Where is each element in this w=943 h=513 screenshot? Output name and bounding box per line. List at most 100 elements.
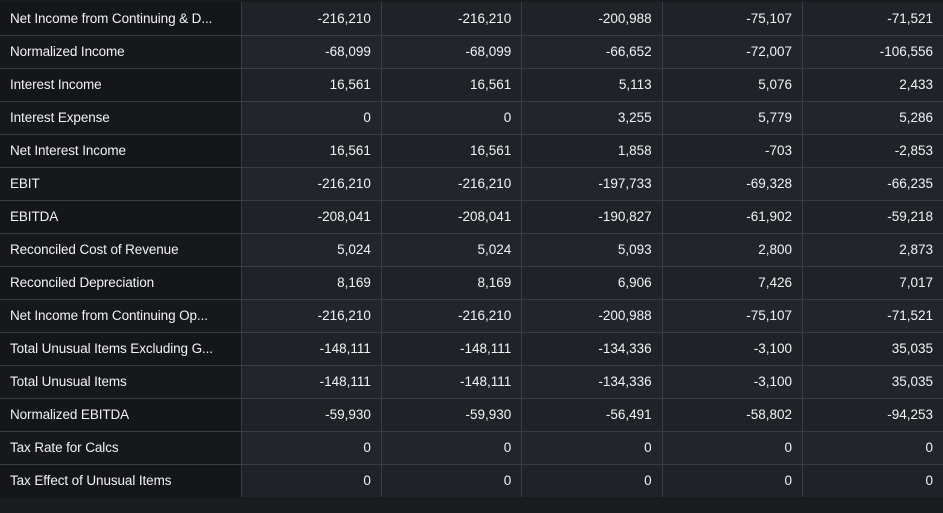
cell-value: -197,733 (521, 166, 663, 201)
table-row: EBIT -216,210 -216,210 -197,733 -69,328 … (0, 166, 943, 201)
cell-value: 6,906 (521, 265, 663, 300)
table-row: Tax Effect of Unusual Items 0 0 0 0 0 (0, 463, 943, 497)
table-row: Total Unusual Items Excluding G... -148,… (0, 331, 943, 366)
row-label: EBITDA (0, 199, 242, 234)
cell-value: 0 (380, 463, 523, 497)
cell-value: 16,561 (240, 67, 382, 102)
cell-value: -216,210 (240, 2, 382, 36)
cell-value: 5,024 (380, 232, 523, 267)
cell-value: -2,853 (802, 133, 943, 168)
cell-value: 7,017 (802, 265, 943, 300)
cell-value: -59,218 (802, 199, 943, 234)
financials-table: Net Income from Continuing & D... -216,2… (0, 2, 943, 497)
cell-value: -94,253 (802, 397, 943, 432)
cell-value: -134,336 (521, 331, 663, 366)
table-row: Reconciled Cost of Revenue 5,024 5,024 5… (0, 232, 943, 267)
cell-value: 35,035 (802, 364, 943, 399)
cell-value: 5,093 (521, 232, 663, 267)
cell-value: -200,988 (521, 2, 663, 36)
table-row: Total Unusual Items -148,111 -148,111 -1… (0, 364, 943, 399)
cell-value: -58,802 (661, 397, 804, 432)
cell-value: -72,007 (661, 34, 804, 69)
cell-value: -148,111 (380, 364, 523, 399)
cell-value: 8,169 (240, 265, 382, 300)
row-label: Net Interest Income (0, 133, 242, 168)
cell-value: -3,100 (661, 364, 804, 399)
cell-value: -148,111 (240, 331, 382, 366)
table-row: Tax Rate for Calcs 0 0 0 0 0 (0, 430, 943, 465)
cell-value: 2,800 (661, 232, 804, 267)
cell-value: 35,035 (802, 331, 943, 366)
cell-value: -3,100 (661, 331, 804, 366)
table-row: Normalized Income -68,099 -68,099 -66,65… (0, 34, 943, 69)
cell-value: -200,988 (521, 298, 663, 333)
cell-value: 16,561 (240, 133, 382, 168)
cell-value: -68,099 (240, 34, 382, 69)
cell-value: 1,858 (521, 133, 663, 168)
cell-value: 0 (661, 463, 804, 497)
cell-value: 0 (802, 463, 943, 497)
table-row: Net Income from Continuing Op... -216,21… (0, 298, 943, 333)
row-label: Net Income from Continuing Op... (0, 298, 242, 333)
table-row: Net Income from Continuing & D... -216,2… (0, 2, 943, 36)
cell-value: -703 (661, 133, 804, 168)
cell-value: -216,210 (240, 298, 382, 333)
table-row: Interest Income 16,561 16,561 5,113 5,07… (0, 67, 943, 102)
row-label: Normalized EBITDA (0, 397, 242, 432)
cell-value: -106,556 (802, 34, 943, 69)
cell-value: -208,041 (240, 199, 382, 234)
cell-value: -61,902 (661, 199, 804, 234)
cell-value: 0 (380, 100, 523, 135)
table-row: Interest Expense 0 0 3,255 5,779 5,286 (0, 100, 943, 135)
cell-value: 2,433 (802, 67, 943, 102)
row-label: Interest Income (0, 67, 242, 102)
cell-value: -148,111 (240, 364, 382, 399)
cell-value: -216,210 (240, 166, 382, 201)
cell-value: -68,099 (380, 34, 523, 69)
cell-value: -216,210 (380, 2, 523, 36)
table-row: EBITDA -208,041 -208,041 -190,827 -61,90… (0, 199, 943, 234)
cell-value: -216,210 (380, 298, 523, 333)
cell-value: 16,561 (380, 133, 523, 168)
cell-value: 2,873 (802, 232, 943, 267)
cell-value: -66,652 (521, 34, 663, 69)
cell-value: 0 (240, 430, 382, 465)
cell-value: -148,111 (380, 331, 523, 366)
cell-value: 0 (240, 100, 382, 135)
row-label: Total Unusual Items Excluding G... (0, 331, 242, 366)
row-label: Tax Rate for Calcs (0, 430, 242, 465)
cell-value: -216,210 (380, 166, 523, 201)
cell-value: -190,827 (521, 199, 663, 234)
row-label: EBIT (0, 166, 242, 201)
cell-value: 3,255 (521, 100, 663, 135)
cell-value: -75,107 (661, 298, 804, 333)
cell-value: 0 (661, 430, 804, 465)
cell-value: -59,930 (380, 397, 523, 432)
table-row: Reconciled Depreciation 8,169 8,169 6,90… (0, 265, 943, 300)
cell-value: -134,336 (521, 364, 663, 399)
cell-value: 5,024 (240, 232, 382, 267)
cell-value: 5,286 (802, 100, 943, 135)
table-row: Normalized EBITDA -59,930 -59,930 -56,49… (0, 397, 943, 432)
row-label: Reconciled Depreciation (0, 265, 242, 300)
cell-value: 0 (521, 430, 663, 465)
row-label: Net Income from Continuing & D... (0, 2, 242, 36)
cell-value: 0 (802, 430, 943, 465)
cell-value: 8,169 (380, 265, 523, 300)
cell-value: -71,521 (802, 298, 943, 333)
row-label: Reconciled Cost of Revenue (0, 232, 242, 267)
cell-value: 0 (380, 430, 523, 465)
cell-value: -69,328 (661, 166, 804, 201)
cell-value: -56,491 (521, 397, 663, 432)
cell-value: -71,521 (802, 2, 943, 36)
cell-value: 0 (240, 463, 382, 497)
table-row: Net Interest Income 16,561 16,561 1,858 … (0, 133, 943, 168)
cell-value: -208,041 (380, 199, 523, 234)
cell-value: -66,235 (802, 166, 943, 201)
cell-value: 0 (521, 463, 663, 497)
cell-value: -75,107 (661, 2, 804, 36)
row-label: Interest Expense (0, 100, 242, 135)
cell-value: 16,561 (380, 67, 523, 102)
cell-value: 7,426 (661, 265, 804, 300)
cell-value: 5,076 (661, 67, 804, 102)
